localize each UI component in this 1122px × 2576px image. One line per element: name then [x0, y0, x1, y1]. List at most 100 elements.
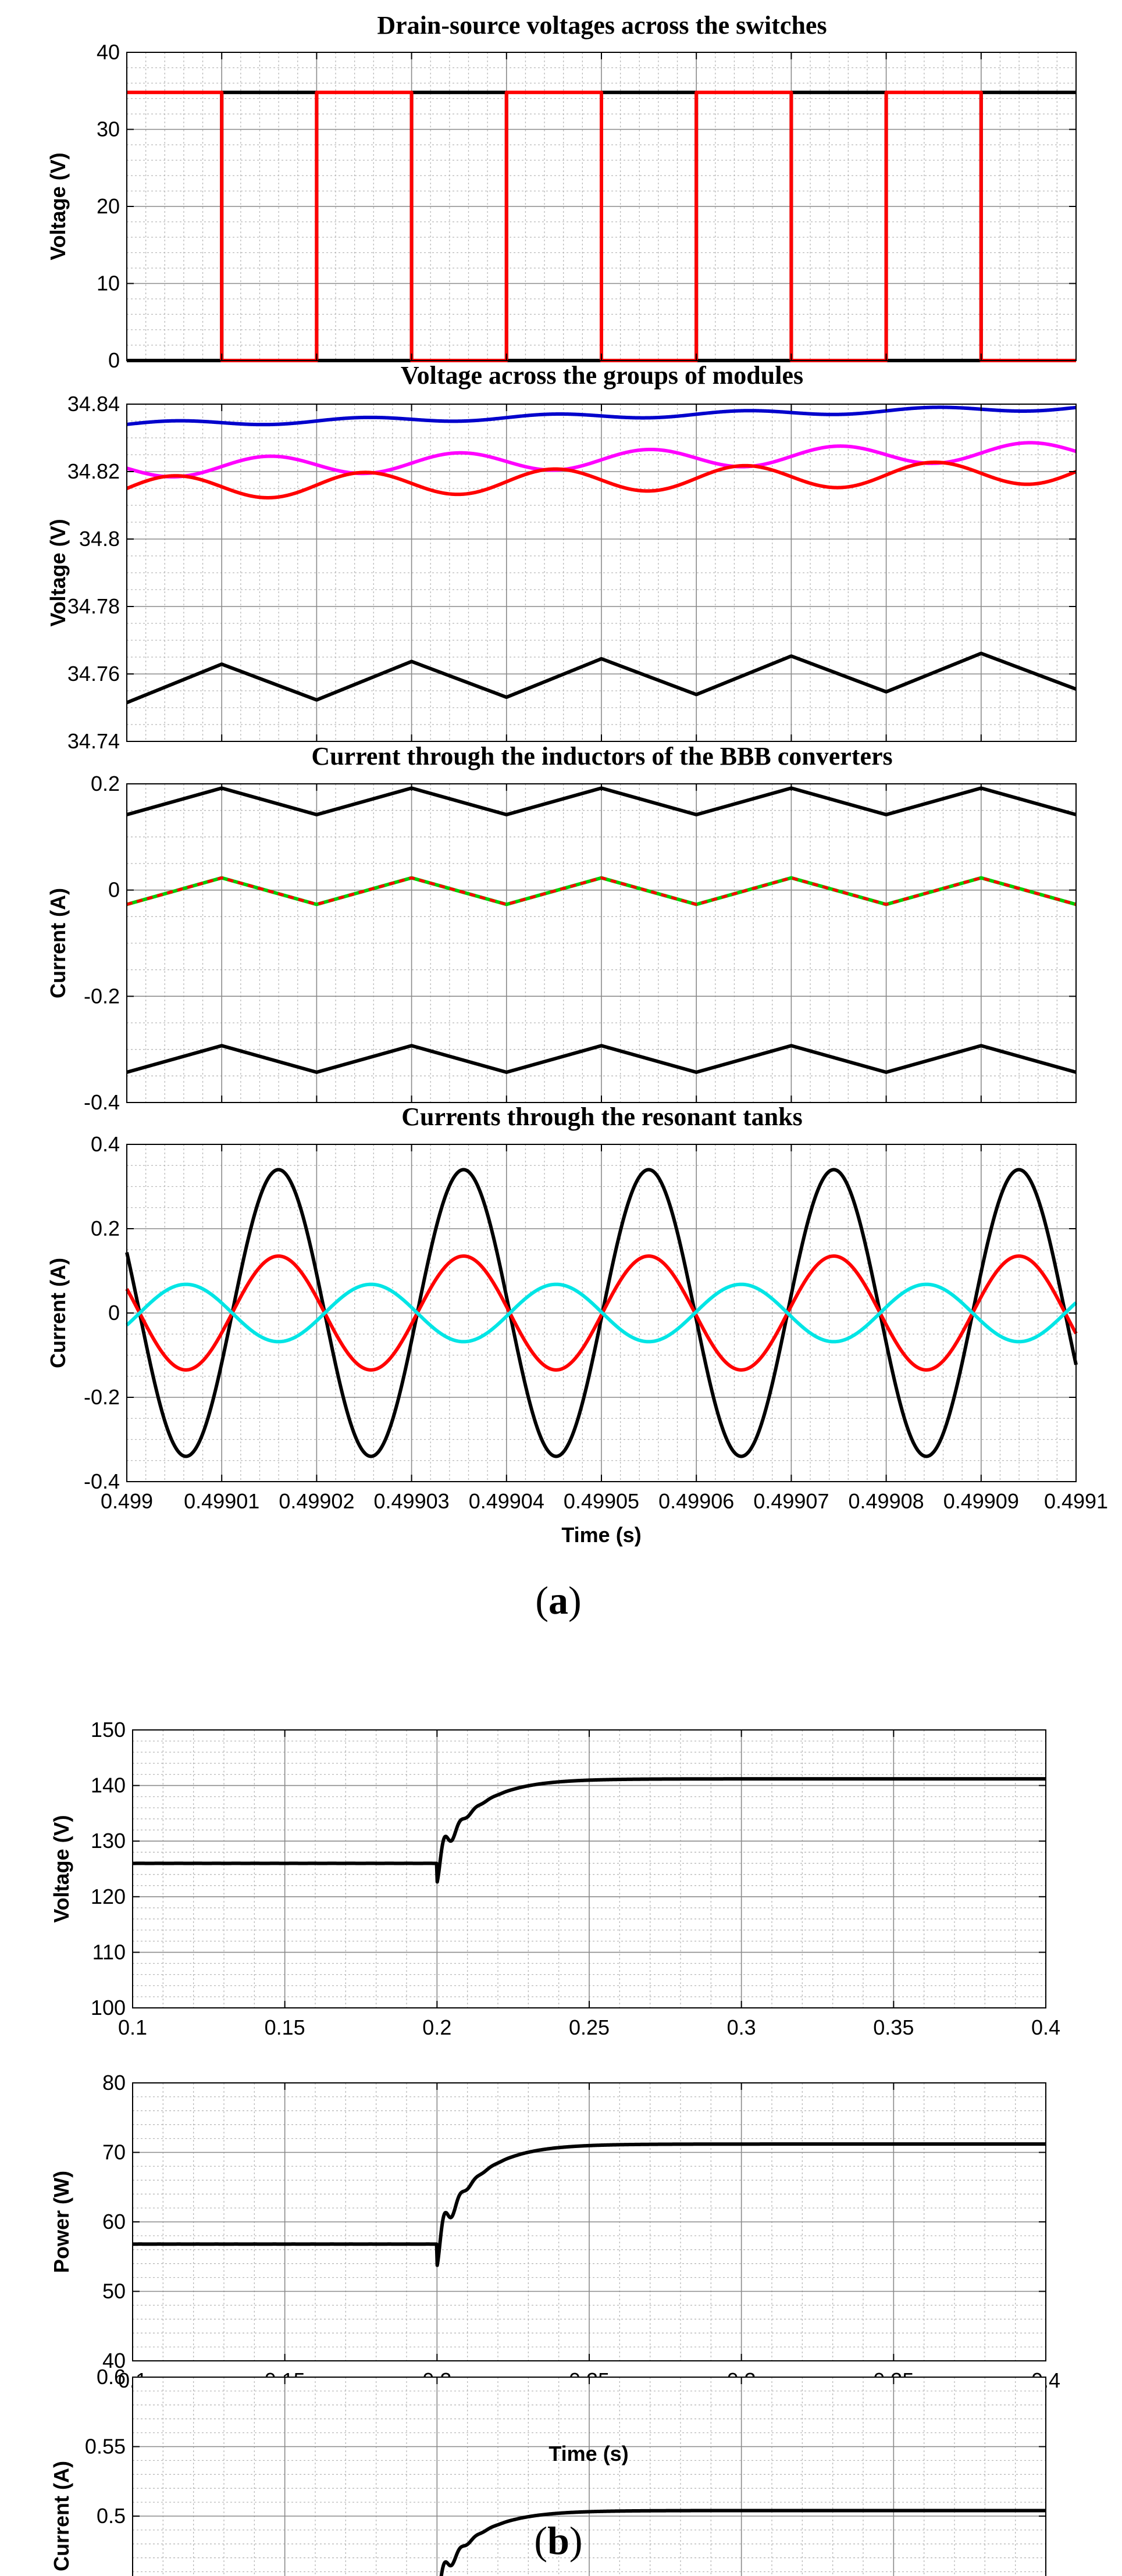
ticks: 0 10 20 30 40 — [97, 40, 1077, 372]
chart-a1-drain-source: Drain-source voltages across the switche… — [46, 11, 1077, 372]
x-tick-label: 0.4 — [1031, 2015, 1060, 2039]
y-tick-label: 110 — [92, 1940, 126, 1964]
caption-b-open: ( — [534, 2518, 547, 2563]
chart-b1-voltage: 100 110 120 130 140 150 0.1 0.15 0.2 0.25 0.3 0.35 0… — [49, 1718, 1060, 2039]
y-tick-label: 0.4 — [91, 1132, 120, 1156]
svg-text:(b): (b) — [534, 2518, 582, 2563]
x-tick-label: 0.499 — [101, 1489, 153, 1513]
y-tick-label: 150 — [91, 1718, 126, 1742]
y-tick-label: 0.55 — [85, 2435, 126, 2459]
caption-b-close: ) — [569, 2518, 583, 2563]
y-tick-label: 40 — [97, 40, 120, 64]
y-tick-label: 100 — [91, 1996, 126, 2020]
y-tick-label: 0 — [108, 1301, 120, 1325]
series-line-4 — [126, 651, 1077, 705]
chart-b2-power: 40506070800.10.150.20.250.30.350.4 Power… — [49, 2071, 1060, 2392]
ticks: 34.74 34.76 34.78 34.8 34.82 34.84 — [67, 392, 1077, 753]
y-tick-label: 70 — [102, 2140, 126, 2164]
chart-b3-ylabel: Current (A) — [49, 2461, 73, 2571]
y-tick-label: 0 — [108, 348, 120, 372]
caption-a-open: ( — [535, 1578, 548, 1622]
x-tick-label: 0.49903 — [374, 1489, 450, 1513]
chart-a3-title: Current through the inductors of the BBB… — [311, 742, 892, 770]
chart-a2-title: Voltage across the groups of modules — [401, 361, 803, 390]
series-group — [126, 405, 1077, 705]
series-line-2 — [125, 1254, 1078, 1372]
y-tick-label: 0.5 — [97, 2504, 126, 2528]
ticks: 0.40.450.50.550.60.10.150.20.250.30.350.… — [85, 2365, 1046, 2576]
grid — [126, 1144, 1077, 1482]
y-tick-label: 34.76 — [67, 662, 120, 686]
ticks: 100 110 120 130 140 150 0.1 0.15 0.2 0.25 0.3 0.35 0… — [91, 1718, 1060, 2039]
x-tick-label: 0.1 — [118, 2015, 147, 2039]
chart-a1-title: Drain-source voltages across the switche… — [377, 11, 827, 40]
series-line-2 — [127, 90, 1076, 362]
chart-a4-resonant-currents: Currents through the resonant tanks -0.4… — [46, 1103, 1108, 1547]
chart-a4-xlabel: Time (s) — [561, 1523, 641, 1547]
x-tick-label: 0.25 — [569, 2015, 610, 2039]
chart-b1-ylabel: Voltage (V) — [49, 1815, 73, 1922]
y-tick-label: 0.6 — [97, 2365, 126, 2389]
y-tick-label: 0.2 — [91, 772, 120, 795]
y-tick-label: 40 — [102, 2349, 126, 2372]
y-tick-label: -0.2 — [84, 1385, 120, 1409]
y-tick-label: 80 — [102, 2071, 126, 2095]
y-tick-label: 34.82 — [67, 459, 120, 483]
y-tick-label: 0 — [108, 878, 120, 902]
series-group — [131, 2142, 1047, 2267]
y-tick-label: -0.4 — [84, 1090, 120, 1114]
series-group — [439, 2509, 1047, 2576]
y-tick-label: -0.4 — [84, 1469, 120, 1493]
x-tick-label: 0.49902 — [279, 1489, 354, 1513]
x-tick-label: 0.35 — [873, 2015, 914, 2039]
x-tick-label: 0.49909 — [943, 1489, 1019, 1513]
x-tick-label: 0.49908 — [849, 1489, 924, 1513]
x-tick-label: 0.49907 — [753, 1489, 829, 1513]
y-tick-label: 34.74 — [67, 729, 120, 753]
caption-a-letter: a — [548, 1578, 568, 1622]
y-tick-label: 60 — [102, 2210, 126, 2234]
series-line-1 — [126, 405, 1077, 427]
svg-text:(a): (a) — [535, 1578, 581, 1622]
x-tick-label: 0.3 — [727, 2015, 756, 2039]
chart-a1-ylabel: Voltage (V) — [46, 152, 70, 260]
chart-a3-ylabel: Current (A) — [46, 888, 70, 998]
series-line-1 — [439, 2509, 1047, 2576]
y-tick-label: 140 — [91, 1774, 126, 1797]
series-line-2 — [126, 441, 1077, 479]
y-tick-label: 34.8 — [79, 527, 120, 551]
series-line-3 — [126, 876, 1077, 906]
x-tick-label: 0.2 — [422, 2015, 451, 2039]
y-tick-label: 0.45 — [85, 2574, 126, 2576]
chart-a4-ylabel: Current (A) — [46, 1258, 70, 1368]
chart-b3-xlabel: Time (s) — [548, 2442, 628, 2466]
series-line-3 — [126, 461, 1077, 499]
y-tick-label: 34.78 — [67, 594, 120, 618]
chart-a2-ylabel: Voltage (V) — [46, 519, 70, 626]
chart-b2-ylabel: Power (W) — [49, 2171, 73, 2273]
chart-a3-inductor-currents: Current through the inductors of the BBB… — [46, 742, 1077, 1114]
x-tick-label: 0.15 — [265, 2015, 305, 2039]
y-tick-label: 0.2 — [91, 1216, 120, 1240]
y-tick-label: 130 — [91, 1829, 126, 1853]
x-tick-label: 0.4991 — [1044, 1489, 1108, 1513]
y-tick-label: 34.84 — [67, 392, 120, 416]
series-line-4 — [126, 1044, 1077, 1074]
chart-a4-title: Currents through the resonant tanks — [401, 1103, 802, 1131]
series-group — [125, 1168, 1078, 1458]
ticks: -0.4 -0.2 0 0.2 0.4 0.499 0.49901 0.49902 0.4990… — [84, 1132, 1108, 1513]
caption-b: (b) — [534, 2518, 582, 2563]
series-group — [131, 1777, 1047, 1884]
y-tick-label: 20 — [97, 194, 120, 218]
ticks: -0.4 -0.2 0 0.2 — [84, 772, 1077, 1114]
x-tick-label: 0.49905 — [564, 1489, 639, 1513]
y-tick-label: 120 — [91, 1885, 126, 1908]
y-tick-label: 30 — [97, 117, 120, 141]
y-tick-label: -0.2 — [84, 984, 120, 1008]
series-line-3 — [126, 1282, 1078, 1344]
y-tick-label: 10 — [97, 272, 120, 295]
chart-a2-module-voltages: Voltage across the groups of modules 34.… — [46, 361, 1077, 753]
series-line-1 — [131, 2142, 1047, 2267]
caption-a-close: ) — [568, 1578, 582, 1622]
